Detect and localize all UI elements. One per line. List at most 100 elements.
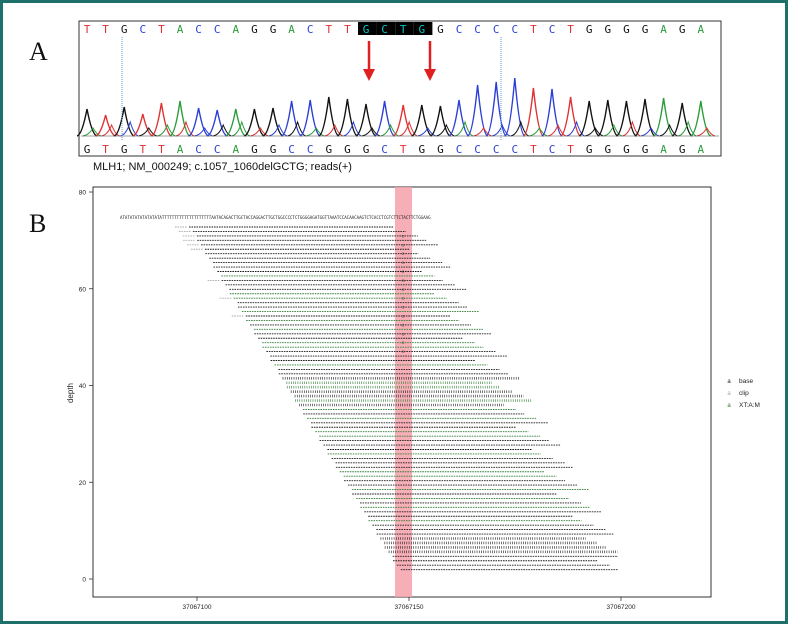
bottom-base: C <box>307 143 314 156</box>
trace-secondary <box>492 123 511 137</box>
mismatch-mark: G <box>401 242 404 247</box>
trace-peak <box>113 106 135 137</box>
top-base: G <box>251 23 258 36</box>
mismatch-mark: C <box>402 269 405 274</box>
bottom-base: A <box>660 143 667 156</box>
legend: a base a clip a XT:A:M <box>727 378 760 409</box>
trace-peak <box>225 108 247 137</box>
legend-swatch: a <box>727 391 731 397</box>
top-base: G <box>437 23 444 36</box>
x-axis: 37067100 37067150 37067200 <box>183 597 636 611</box>
y-tick-label: 80 <box>79 190 87 197</box>
trace-secondary <box>287 120 306 137</box>
trace-secondary <box>250 126 269 137</box>
trace-peak <box>541 88 563 137</box>
top-base: C <box>474 23 481 36</box>
mismatch-mark: C <box>402 287 405 292</box>
bottom-base: C <box>493 143 500 156</box>
legend-label: clip <box>739 390 749 397</box>
top-base: T <box>400 23 407 36</box>
trace-secondary <box>324 123 343 137</box>
trace-secondary <box>343 120 362 137</box>
bottom-base: G <box>251 143 258 156</box>
legend-swatch: a <box>727 379 731 385</box>
top-base: C <box>307 23 314 36</box>
highlight-cell <box>358 22 377 35</box>
legend-label: XT:A:M <box>739 402 760 409</box>
trace-peak <box>522 87 544 137</box>
trace-peak <box>448 99 470 137</box>
y-tick-label: 20 <box>79 480 87 487</box>
y-axis: 0 20 40 60 80 <box>79 190 93 584</box>
top-base: C <box>214 23 221 36</box>
trace-peak <box>318 96 340 137</box>
top-base: A <box>697 23 704 36</box>
trace-secondary <box>268 123 288 137</box>
mismatch-mark: C <box>402 251 405 256</box>
chromatogram-caption: MLH1; NM_000249; c.1057_1060delGCTG; rea… <box>93 161 352 173</box>
bottom-base: G <box>325 143 332 156</box>
top-base: T <box>84 23 91 36</box>
top-base: A <box>232 23 239 36</box>
bottom-base: G <box>437 143 444 156</box>
bottom-base: G <box>586 143 593 156</box>
highlight-cell <box>413 22 433 35</box>
top-base: A <box>177 23 184 36</box>
trace-secondary <box>157 123 176 137</box>
top-base: G <box>418 23 425 36</box>
bottom-base: T <box>158 143 165 156</box>
bottom-base: G <box>344 143 351 156</box>
top-base: C <box>511 23 518 36</box>
top-base: C <box>493 23 500 36</box>
y-tick-label: 60 <box>79 286 87 293</box>
trace-secondary <box>696 126 715 137</box>
bottom-base: G <box>418 143 425 156</box>
trace-secondary <box>231 120 250 137</box>
bottom-base: G <box>679 143 686 156</box>
trace-peak <box>411 104 433 137</box>
trace-secondary <box>138 126 157 137</box>
bottom-base: G <box>363 143 370 156</box>
trace-secondary <box>436 123 455 137</box>
trace-peak <box>467 84 489 137</box>
trace-peak <box>299 99 321 137</box>
bottom-base: T <box>102 143 109 156</box>
trace-peak <box>95 114 116 137</box>
top-base: C <box>195 23 202 36</box>
bottom-base: C <box>474 143 481 156</box>
trace-peak <box>504 77 526 137</box>
panel-b-label: B <box>29 209 47 238</box>
highlight-cell <box>395 22 414 35</box>
trace-peak <box>578 100 600 137</box>
mismatch-mark: C <box>402 340 405 345</box>
top-base: C <box>381 23 388 36</box>
trace-secondary <box>529 126 548 137</box>
bottom-base: G <box>121 143 128 156</box>
top-base: C <box>549 23 556 36</box>
top-base: T <box>344 23 351 36</box>
trace-secondary <box>547 123 567 137</box>
trace-secondary <box>454 120 474 137</box>
mismatch-mark: G <box>401 314 404 319</box>
trace-peak <box>671 102 693 137</box>
trace-secondary <box>417 126 436 137</box>
trace-peak <box>690 100 712 137</box>
trace-peak <box>76 108 98 137</box>
trace-secondary <box>194 126 213 137</box>
y-tick-label: 40 <box>79 383 87 390</box>
trace-secondary <box>566 120 585 137</box>
trace-secondary <box>213 123 232 137</box>
mismatch-mark: G <box>401 349 404 354</box>
trace-secondary <box>101 123 120 137</box>
mismatch-mark: G <box>401 278 404 283</box>
y-axis-title: depth <box>66 383 75 403</box>
x-tick-label: 37067100 <box>183 604 212 611</box>
trace-secondary <box>640 126 660 137</box>
trace-secondary <box>380 123 399 137</box>
trace-peak <box>634 98 656 137</box>
x-tick-label: 37067200 <box>607 604 636 611</box>
